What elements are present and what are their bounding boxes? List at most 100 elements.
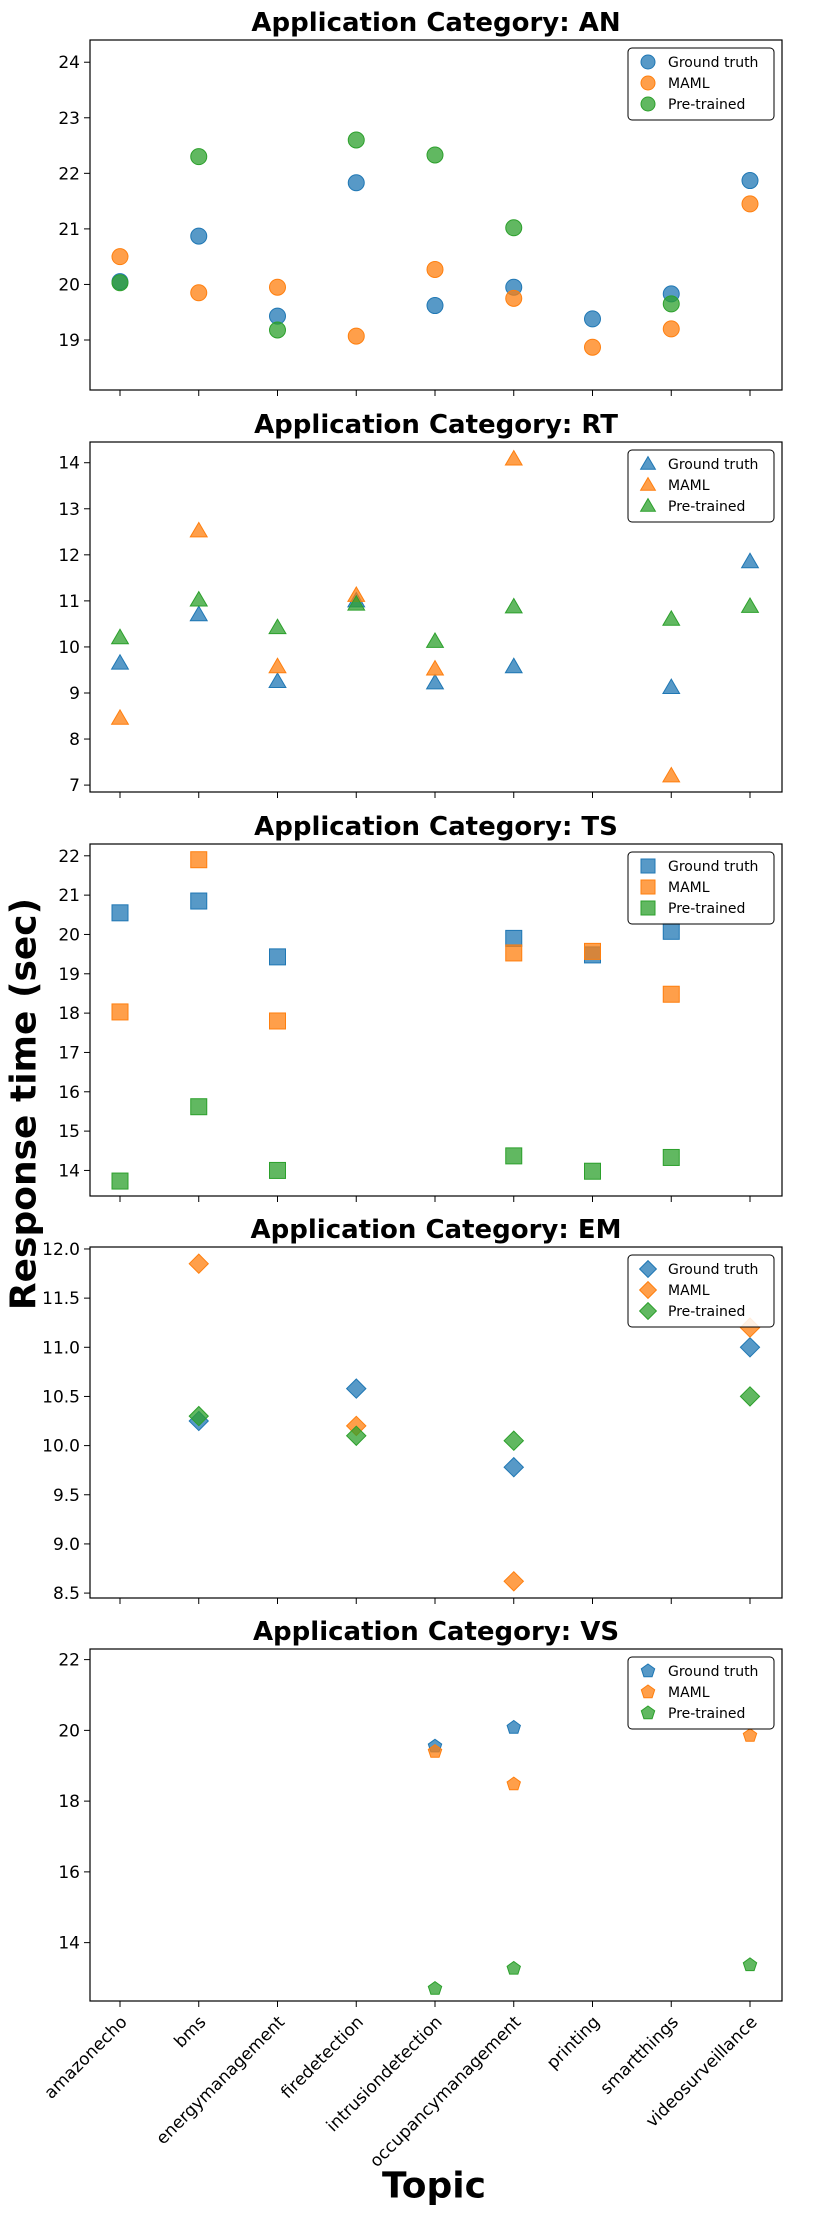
y-tick-label: 20: [58, 1721, 80, 1741]
axes-frame: [89, 1246, 783, 1599]
legend-label-pre-trained: Pre-trained: [668, 97, 745, 113]
panel-title: Application Category: TS: [254, 812, 618, 842]
axes-frame: [89, 441, 783, 793]
legend: Ground truth MAML Pre-trained: [627, 47, 775, 121]
point-ground-truth: [110, 653, 130, 670]
y-tick-label: 13: [58, 500, 80, 520]
y-tick-label: 14: [58, 454, 80, 474]
legend-marker-ground-truth: [640, 858, 656, 874]
point-maml: [503, 1570, 525, 1592]
point-pre-trained: [662, 609, 681, 626]
point-maml: [505, 944, 523, 962]
y-tick-label: 18: [58, 1004, 80, 1024]
y-tick-label: 16: [58, 1863, 80, 1883]
legend-label-maml: MAML: [668, 1685, 710, 1701]
legend-label-pre-trained: Pre-trained: [668, 499, 745, 515]
legend-frame: [627, 851, 775, 925]
point-ground-truth: [506, 1719, 521, 1734]
point-pre-trained: [742, 1957, 758, 1972]
legend-frame: [627, 1254, 775, 1328]
y-tick-label: 11.0: [42, 1338, 80, 1358]
point-maml: [504, 449, 523, 466]
point-pre-trained: [347, 131, 365, 149]
y-tick-label: 9.0: [53, 1535, 80, 1555]
point-maml: [188, 1253, 210, 1275]
y-tick-label: 18: [58, 1792, 80, 1812]
point-ground-truth: [111, 904, 129, 922]
legend-marker-maml: [639, 476, 657, 491]
point-maml: [427, 1743, 443, 1758]
point-pre-trained: [111, 1172, 129, 1190]
y-tick-label: 22: [58, 847, 80, 867]
legend-marker-pre-trained: [638, 1301, 658, 1321]
point-maml: [347, 327, 365, 345]
legend: Ground truth MAML Pre-trained: [627, 1254, 775, 1328]
y-tick-label: 19: [58, 331, 80, 351]
y-tick-label: 21: [58, 886, 80, 906]
point-pre-trained: [190, 1098, 208, 1116]
point-ground-truth: [662, 678, 681, 694]
point-pre-trained: [503, 1430, 525, 1452]
legend-label-pre-trained: Pre-trained: [668, 1304, 745, 1320]
point-maml: [110, 708, 130, 725]
y-tick-label: 14: [58, 1161, 80, 1181]
legend: Ground truth MAML Pre-trained: [627, 449, 775, 523]
y-tick-label: 17: [58, 1043, 80, 1063]
legend-marker-ground-truth: [640, 54, 656, 70]
point-ground-truth: [503, 1456, 525, 1478]
point-ground-truth: [505, 929, 523, 947]
point-ground-truth: [662, 922, 680, 940]
panel-title: Application Category: VS: [253, 1617, 619, 1647]
point-pre-trained: [739, 1386, 761, 1407]
y-tick-label: 15: [58, 1122, 80, 1142]
point-maml: [111, 248, 129, 266]
legend-marker-ground-truth: [638, 1259, 658, 1279]
point-ground-truth: [426, 297, 444, 315]
y-tick-label: 20: [58, 275, 80, 295]
point-maml: [506, 1776, 521, 1791]
y-tick-label: 12.0: [42, 1240, 80, 1260]
legend-label-pre-trained: Pre-trained: [668, 901, 745, 917]
point-maml: [662, 766, 681, 783]
point-pre-trained: [427, 1980, 443, 1995]
y-tick-label: 12: [58, 546, 80, 566]
axes-frame: [89, 39, 783, 391]
point-pre-trained: [110, 628, 130, 645]
y-tick-label: 14: [58, 1934, 80, 1954]
point-maml: [426, 260, 444, 278]
y-tick-label: 21: [58, 220, 80, 240]
point-maml: [505, 289, 523, 307]
y-tick-label: 11: [58, 592, 80, 612]
legend: Ground truth MAML Pre-trained: [627, 851, 775, 925]
point-maml: [268, 657, 287, 674]
y-tick-label: 10.5: [42, 1387, 80, 1407]
panel-4: Application Category: EM 8.5 9.0 9.5 10.0 10.…: [42, 1215, 783, 1604]
point-ground-truth: [740, 552, 760, 569]
point-ground-truth: [269, 948, 286, 966]
legend-label-ground-truth: Ground truth: [668, 55, 758, 71]
point-maml: [662, 985, 680, 1003]
y-tick-label: 8: [69, 730, 80, 750]
legend: Ground truth MAML Pre-trained: [627, 1656, 775, 1730]
point-pre-trained: [505, 1147, 523, 1165]
point-pre-trained: [426, 146, 444, 164]
point-maml: [742, 1728, 758, 1742]
legend-marker-maml: [640, 879, 656, 895]
point-pre-trained: [505, 219, 523, 237]
legend-marker-maml: [640, 75, 656, 91]
y-tick-label: 8.5: [53, 1584, 80, 1604]
legend-label-maml: MAML: [668, 1283, 710, 1299]
point-pre-trained: [347, 594, 366, 611]
point-pre-trained: [111, 274, 129, 292]
legend-label-ground-truth: Ground truth: [668, 457, 758, 473]
y-tick-label: 19: [58, 965, 80, 985]
y-tick-label: 10: [58, 638, 80, 658]
legend-label-pre-trained: Pre-trained: [668, 1706, 745, 1722]
point-ground-truth: [504, 657, 523, 674]
legend-marker-pre-trained: [640, 1705, 656, 1720]
point-maml: [584, 338, 601, 356]
figure-ylabel: Response time (sec): [3, 897, 45, 1311]
point-ground-truth: [190, 892, 208, 910]
legend-label-maml: MAML: [668, 478, 710, 494]
